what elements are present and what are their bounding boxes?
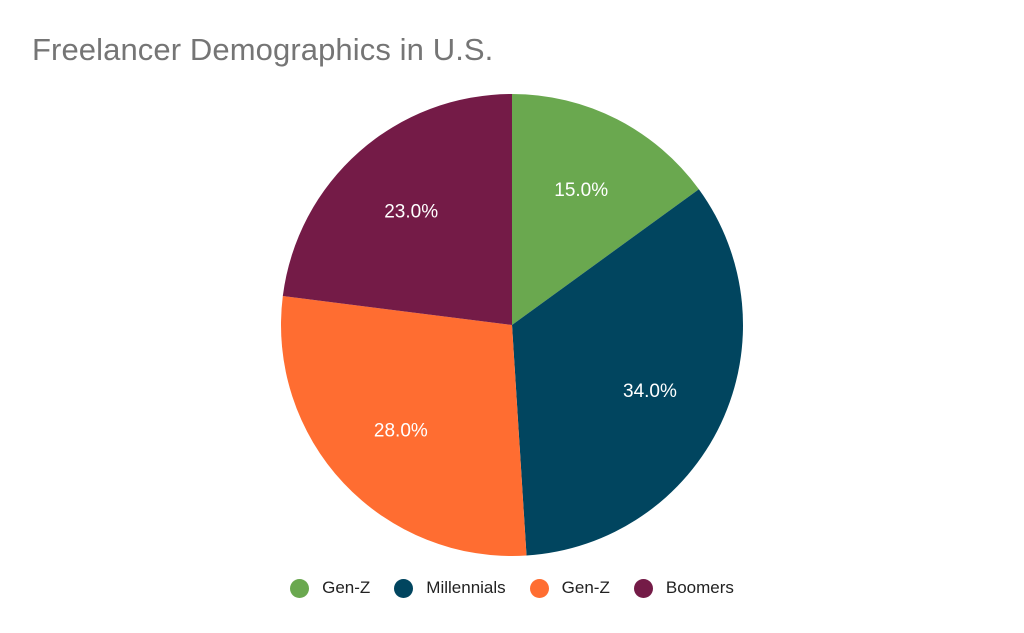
legend-swatch-icon [394,578,414,598]
slice-value-label: 15.0% [554,180,608,201]
legend-label: Boomers [665,578,734,597]
slice-value-label: 23.0% [384,202,438,223]
legend-swatch-icon [290,578,310,598]
pie-slices [281,94,743,556]
chart-legend: Gen-Z Millennials Gen-Z Boomers [0,578,1024,598]
pie-slice-labels: 15.0% 34.0% 28.0% 23.0% [374,180,677,441]
legend-swatch-icon [633,578,653,598]
legend-label: Gen-Z [322,578,371,597]
pie-slice-4[interactable] [282,94,512,325]
pie-slice-1[interactable] [512,94,699,325]
legend-label: Gen-Z [561,578,610,597]
legend-item-gen-z[interactable]: Gen-Z [290,578,370,598]
slice-value-label: 34.0% [623,381,677,402]
pie-slice-3[interactable] [281,296,527,556]
legend-label: Millennials [426,578,506,597]
legend-item-gen-z-2[interactable]: Gen-Z [529,578,610,598]
pie-slice-2[interactable] [512,189,743,556]
legend-swatch-icon [529,578,549,598]
chart-title: Freelancer Demographics in U.S. [32,32,494,67]
legend-item-boomers[interactable]: Boomers [633,578,734,598]
slice-value-label: 28.0% [374,420,428,441]
legend-item-millennials[interactable]: Millennials [394,578,506,598]
